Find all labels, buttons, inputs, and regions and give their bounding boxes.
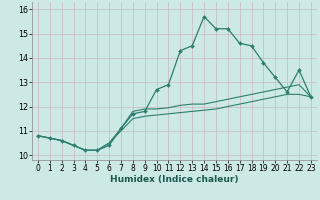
X-axis label: Humidex (Indice chaleur): Humidex (Indice chaleur): [110, 175, 239, 184]
